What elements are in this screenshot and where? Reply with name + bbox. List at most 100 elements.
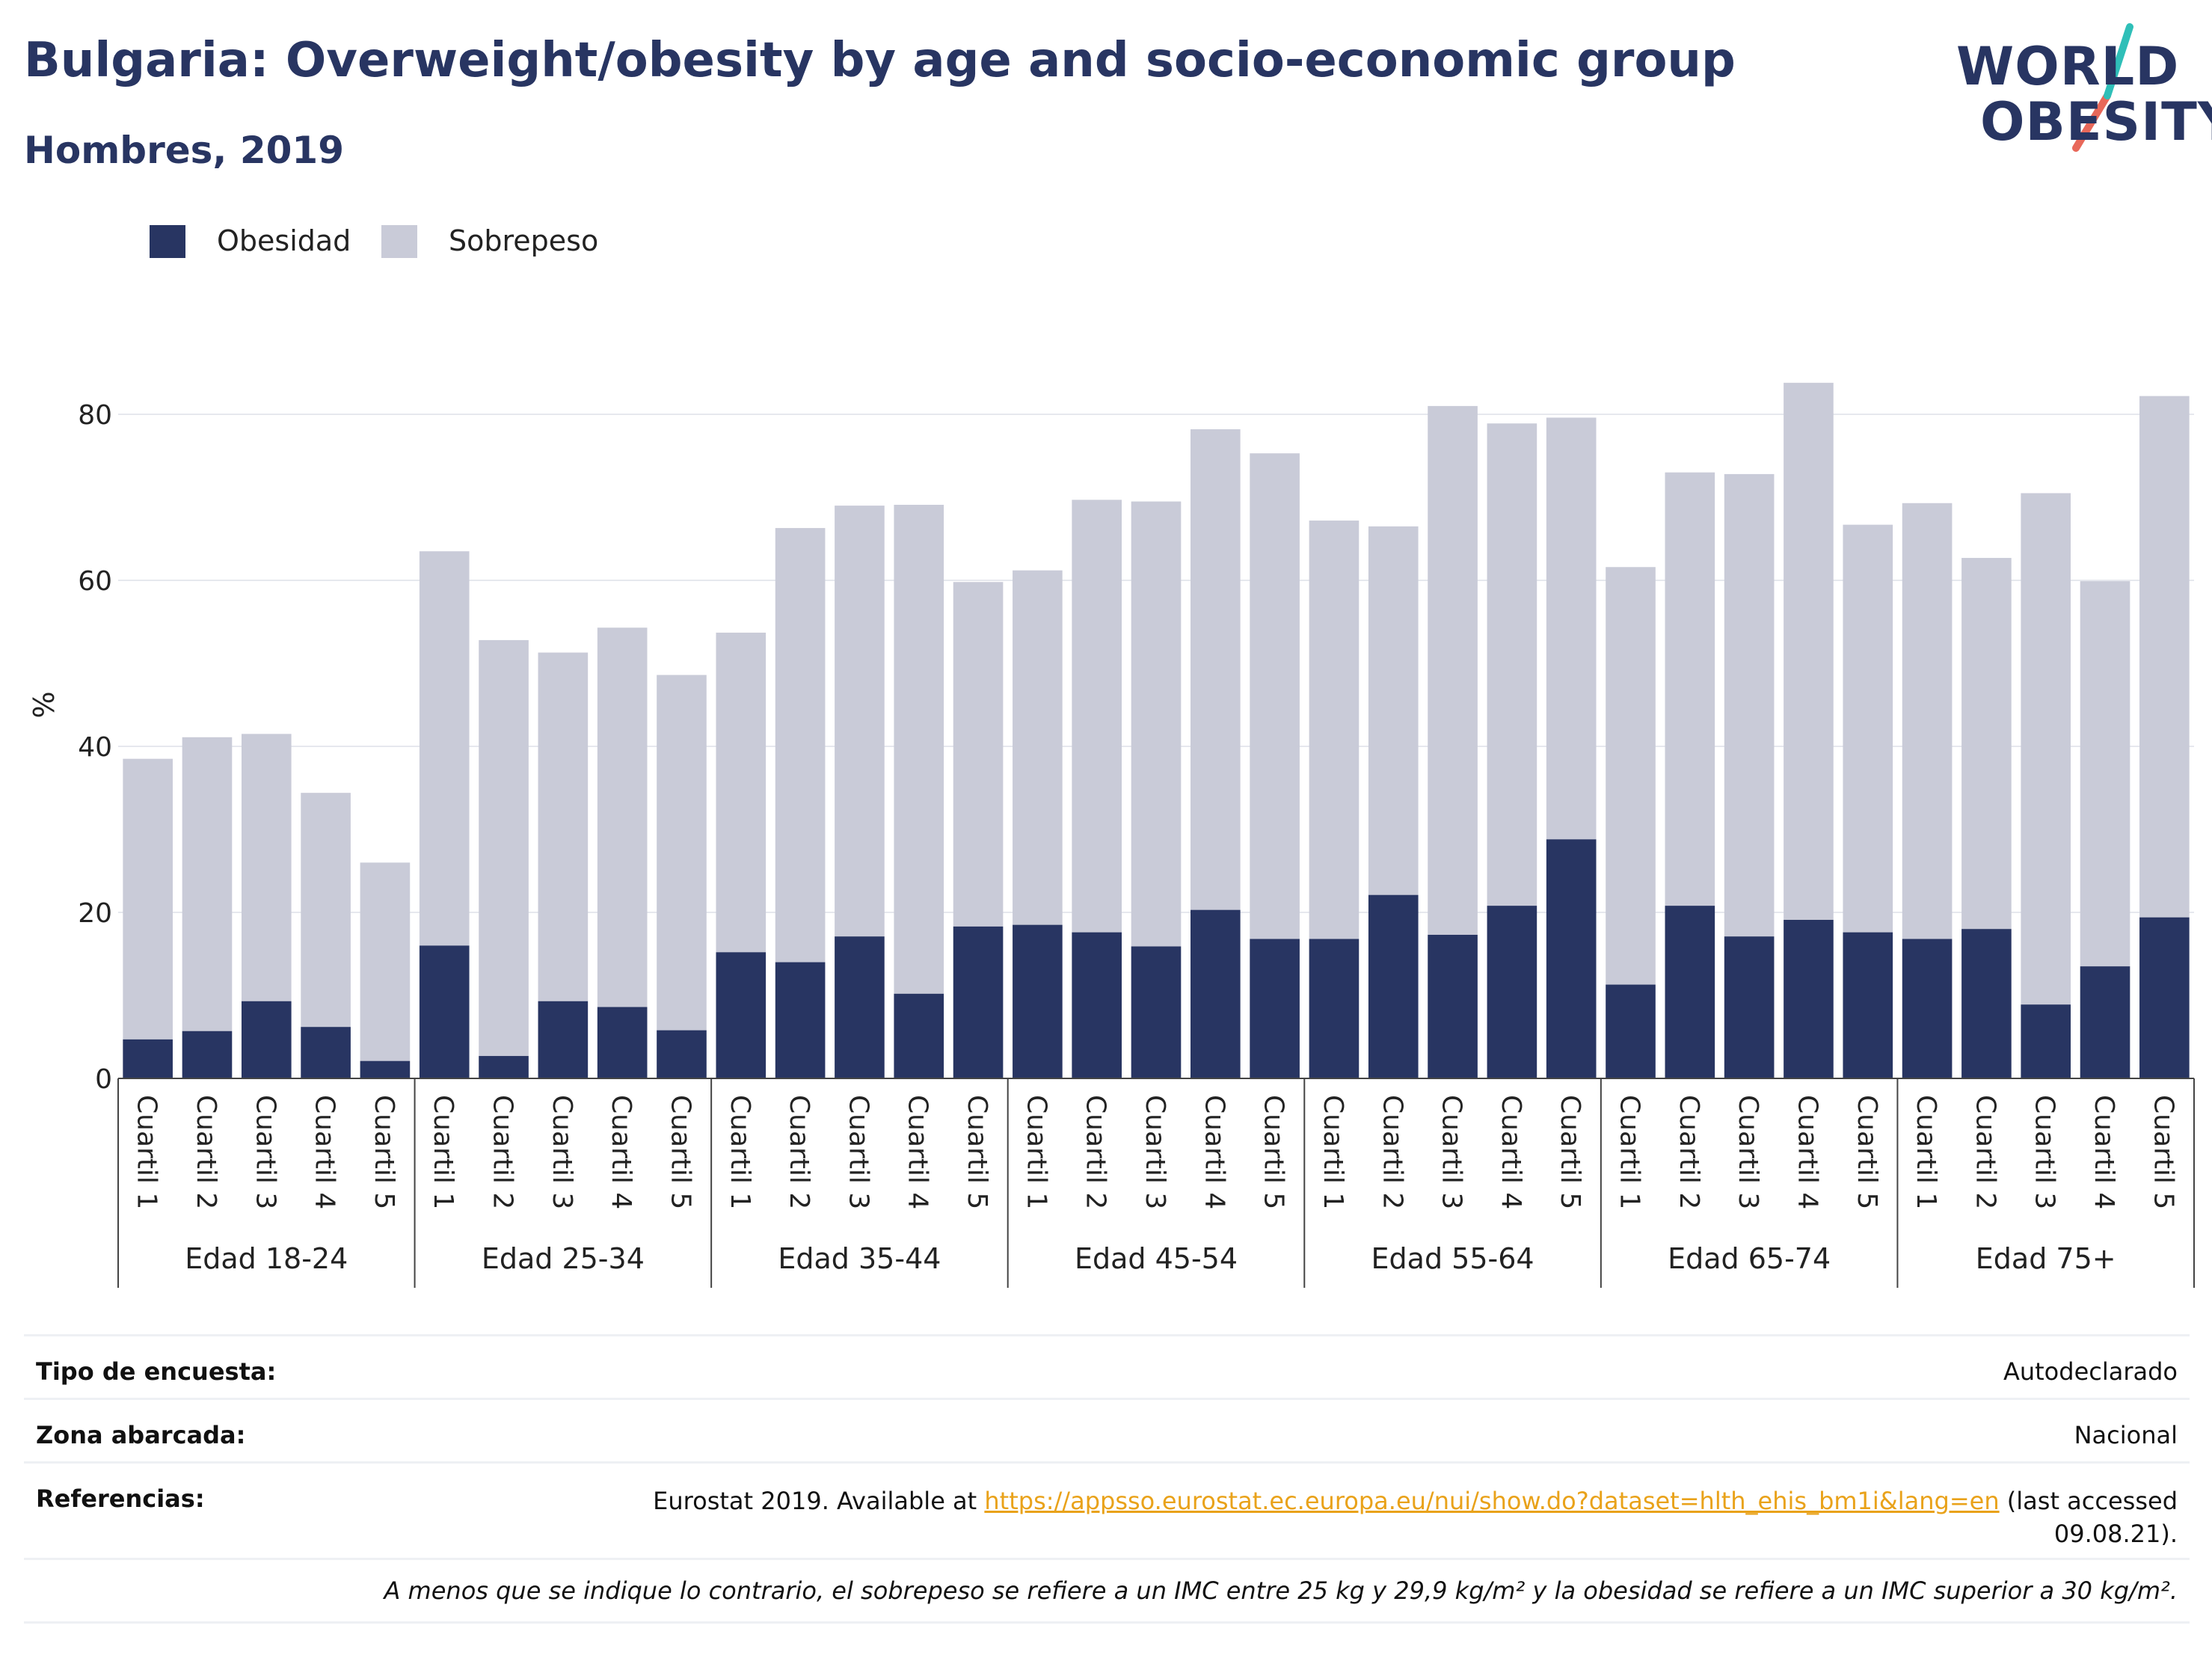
- bar-obesidad-14: [894, 993, 944, 1078]
- bar-sobrepeso-22: [1368, 526, 1419, 895]
- x-tick-label-21: Cuartil 1: [1318, 1095, 1348, 1209]
- x-tick-label-15: Cuartil 5: [962, 1095, 992, 1209]
- bar-obesidad-9: [597, 1007, 648, 1078]
- x-tick-label-32: Cuartil 2: [1970, 1095, 2000, 1209]
- logo-line-2: OBESITY: [1980, 91, 2212, 153]
- y-tick-label-40: 40: [78, 732, 112, 763]
- bar-sobrepeso-29: [1784, 382, 1834, 920]
- bar-sobrepeso-4: [301, 793, 351, 1028]
- y-tick-label-80: 80: [78, 400, 112, 431]
- bar-obesidad-33: [2021, 1004, 2071, 1078]
- bar-obesidad-12: [775, 962, 826, 1078]
- meta-row-coverage: Zona abarcada: Nacional: [24, 1398, 2190, 1461]
- metadata-table: Tipo de encuesta: Autodeclarado Zona aba…: [24, 1334, 2190, 1624]
- stacked-bar-chart: 0 20 40 60 80% Cuartil 1 Cuartil 2 Cuartil 3 Cua…: [28, 382, 2195, 1288]
- x-tick-label-2: Cuartil 2: [191, 1095, 221, 1209]
- bar-sobrepeso-24: [1487, 423, 1537, 906]
- bar-obesidad-8: [538, 1001, 589, 1078]
- x-tick-label-35: Cuartil 5: [2148, 1095, 2178, 1209]
- bar-obesidad-31: [1902, 939, 1953, 1078]
- x-tick-label-22: Cuartil 2: [1377, 1095, 1407, 1209]
- x-tick-label-33: Cuartil 3: [2030, 1095, 2060, 1209]
- y-axis-label: %: [28, 691, 61, 718]
- bar-sobrepeso-27: [1665, 472, 1715, 906]
- x-tick-label-12: Cuartil 2: [784, 1095, 814, 1209]
- bar-sobrepeso-12: [775, 528, 826, 962]
- x-tick-label-13: Cuartil 3: [843, 1095, 873, 1209]
- meta-label-survey-type: Tipo de encuesta:: [36, 1357, 277, 1386]
- bar-obesidad-7: [479, 1056, 529, 1078]
- bar-obesidad-10: [657, 1030, 707, 1078]
- legend-swatch-sobrepeso: [381, 225, 417, 258]
- bar-sobrepeso-34: [2080, 581, 2130, 967]
- world-obesity-logo-icon: [2072, 23, 2133, 152]
- x-tick-label-6: Cuartil 1: [428, 1095, 458, 1209]
- bar-obesidad-3: [241, 1001, 292, 1078]
- bar-obesidad-30: [1843, 932, 1893, 1078]
- meta-label-references: Referencias:: [36, 1484, 205, 1513]
- bar-obesidad-27: [1665, 906, 1715, 1078]
- meta-row-references: Referencias: Eurostat 2019. Available at…: [24, 1461, 2190, 1558]
- bar-obesidad-35: [2139, 917, 2190, 1078]
- bar-obesidad-15: [953, 926, 1004, 1078]
- bar-obesidad-2: [182, 1031, 233, 1078]
- y-tick-label-0: 0: [95, 1064, 112, 1095]
- bar-obesidad-1: [123, 1039, 173, 1078]
- bar-sobrepeso-23: [1428, 405, 1478, 935]
- x-tick-label-17: Cuartil 2: [1081, 1095, 1111, 1209]
- meta-value-survey-type: Autodeclarado: [2003, 1357, 2178, 1386]
- x-tick-label-18: Cuartil 3: [1140, 1095, 1170, 1209]
- bar-sobrepeso-11: [716, 632, 766, 953]
- bar-sobrepeso-26: [1606, 567, 1656, 985]
- bar-sobrepeso-35: [2139, 396, 2190, 918]
- group-label-1: Edad 18-24: [185, 1242, 348, 1275]
- bar-obesidad-22: [1368, 894, 1419, 1078]
- definition-note: A menos que se indique lo contrario, el …: [384, 1576, 2178, 1605]
- bar-sobrepeso-28: [1724, 473, 1775, 937]
- meta-label-coverage: Zona abarcada:: [36, 1421, 246, 1449]
- bar-sobrepeso-1: [123, 758, 173, 1040]
- bar-sobrepeso-33: [2021, 493, 2071, 1005]
- x-tick-label-26: Cuartil 1: [1615, 1095, 1645, 1209]
- bar-sobrepeso-5: [360, 862, 411, 1061]
- x-tick-label-4: Cuartil 4: [310, 1095, 340, 1209]
- x-tick-label-24: Cuartil 4: [1496, 1095, 1526, 1209]
- y-tick-label-20: 20: [78, 898, 112, 929]
- x-tick-label-1: Cuartil 1: [132, 1095, 162, 1209]
- x-tick-label-30: Cuartil 5: [1852, 1095, 1882, 1209]
- bar-sobrepeso-10: [657, 675, 707, 1031]
- reference-suffix: (last accessed: [1999, 1487, 2178, 1515]
- group-label-6: Edad 65-74: [1668, 1242, 1831, 1275]
- bar-sobrepeso-30: [1843, 524, 1893, 933]
- bar-obesidad-20: [1250, 939, 1300, 1078]
- x-tick-label-5: Cuartil 5: [369, 1095, 399, 1209]
- x-tick-label-25: Cuartil 5: [1555, 1095, 1585, 1209]
- meta-row-survey-type: Tipo de encuesta: Autodeclarado: [24, 1334, 2190, 1398]
- bar-obesidad-11: [716, 952, 766, 1078]
- x-tick-label-29: Cuartil 4: [1792, 1095, 1822, 1209]
- logo-line-1: WORLD: [1956, 36, 2180, 97]
- x-tick-label-11: Cuartil 1: [725, 1095, 755, 1209]
- bar-sobrepeso-18: [1131, 501, 1182, 947]
- bar-obesidad-32: [1961, 929, 2012, 1078]
- bar-obesidad-19: [1191, 909, 1241, 1078]
- x-tick-label-14: Cuartil 4: [903, 1095, 933, 1209]
- group-label-3: Edad 35-44: [778, 1242, 941, 1275]
- bar-sobrepeso-17: [1072, 500, 1122, 933]
- bar-obesidad-18: [1131, 946, 1182, 1078]
- x-tick-label-20: Cuartil 5: [1259, 1095, 1289, 1209]
- x-tick-label-7: Cuartil 2: [488, 1095, 518, 1209]
- group-label-2: Edad 25-34: [482, 1242, 645, 1275]
- bar-obesidad-24: [1487, 906, 1537, 1078]
- x-tick-label-19: Cuartil 4: [1199, 1095, 1229, 1209]
- bar-obesidad-21: [1309, 939, 1360, 1078]
- bar-obesidad-13: [835, 936, 885, 1078]
- reference-link[interactable]: https://appsso.eurostat.ec.europa.eu/nui…: [984, 1487, 2000, 1515]
- bar-obesidad-29: [1784, 919, 1834, 1078]
- legend-label-obesidad: Obesidad: [217, 224, 351, 257]
- meta-row-note: A menos que se indique lo contrario, el …: [24, 1558, 2190, 1624]
- bar-sobrepeso-25: [1546, 417, 1597, 840]
- bar-obesidad-26: [1606, 984, 1656, 1078]
- x-tick-label-28: Cuartil 3: [1733, 1095, 1763, 1209]
- group-label-4: Edad 45-54: [1075, 1242, 1238, 1275]
